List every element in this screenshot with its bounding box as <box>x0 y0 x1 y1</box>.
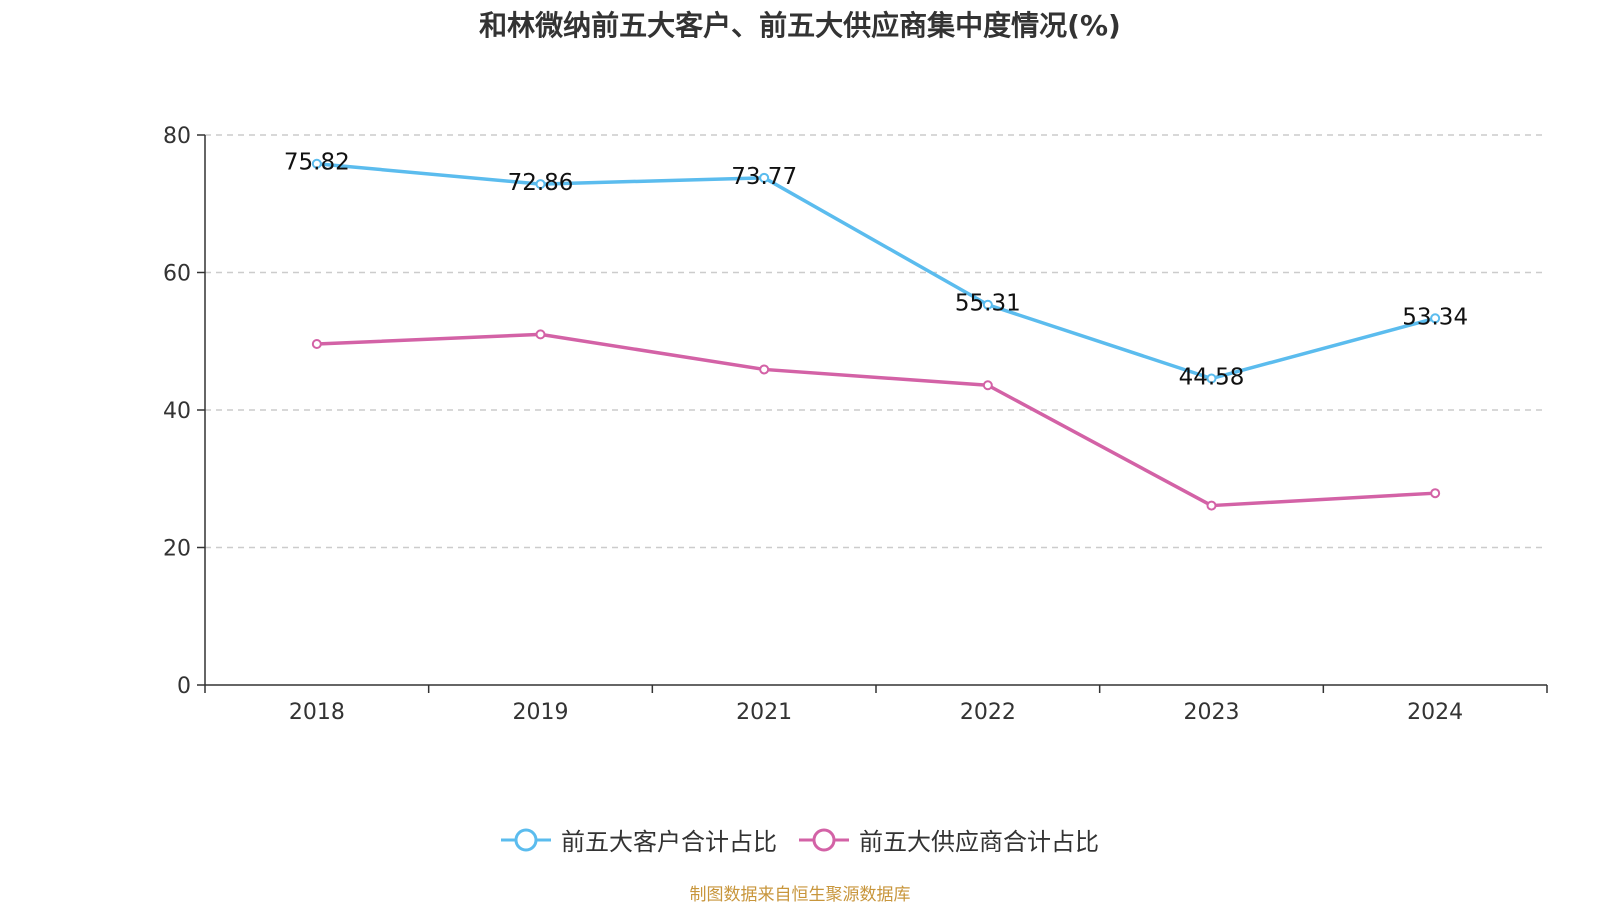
data-label: 72.86 <box>508 170 574 196</box>
legend-item-customers[interactable]: 前五大客户合计占比 <box>501 822 777 857</box>
legend-swatch-suppliers-icon <box>799 828 849 851</box>
legend-label-customers: 前五大客户合计占比 <box>561 828 777 856</box>
data-label: 75.82 <box>284 150 350 176</box>
data-point <box>1206 373 1217 384</box>
data-point <box>311 158 322 169</box>
y-tick-label: 20 <box>163 537 191 562</box>
data-label: 53.34 <box>1402 304 1468 330</box>
data-point <box>535 179 546 190</box>
y-tick-label: 60 <box>163 262 191 287</box>
x-tick-label: 2019 <box>513 700 569 725</box>
legend: 前五大客户合计占比 前五大供应商合计占比 <box>0 822 1600 857</box>
legend-item-suppliers[interactable]: 前五大供应商合计占比 <box>799 822 1099 857</box>
data-labels: 75.82 72.86 73.77 55.31 44.58 53.34 <box>284 150 1468 391</box>
data-point <box>1430 488 1441 499</box>
chart-title: 和林微纳前五大客户、前五大供应商集中度情况(%) <box>479 9 1121 42</box>
data-point <box>982 380 993 391</box>
legend-label-suppliers: 前五大供应商合计占比 <box>859 828 1099 856</box>
grid-lines <box>205 134 1547 549</box>
x-tick-label: 2024 <box>1407 700 1463 725</box>
source-note: 制图数据来自恒生聚源数据库 <box>689 885 911 905</box>
data-point <box>982 299 993 310</box>
data-label: 73.77 <box>731 164 797 190</box>
data-label: 44.58 <box>1179 365 1245 391</box>
y-tick-label: 80 <box>163 124 191 149</box>
series-line-0 <box>316 161 1436 381</box>
legend-swatch-customers-icon <box>501 828 551 851</box>
data-point <box>1206 500 1217 511</box>
data-point <box>759 172 770 183</box>
x-tick-label: 2022 <box>960 700 1016 725</box>
series-line-1 <box>316 332 1436 508</box>
data-point <box>311 339 322 349</box>
data-point <box>535 329 546 340</box>
data-point <box>759 364 770 375</box>
x-tick-label: 2021 <box>736 700 792 725</box>
data-point <box>1430 313 1441 324</box>
y-tick-label: 0 <box>177 674 191 699</box>
axes: 0 20 40 60 80 2018 2019 2021 2022 2023 2024 <box>163 124 1548 725</box>
y-tick-label: 40 <box>163 399 191 424</box>
x-tick-label: 2018 <box>289 700 345 725</box>
data-label: 55.31 <box>955 291 1021 317</box>
x-tick-label: 2023 <box>1184 700 1240 725</box>
series <box>311 158 1441 511</box>
